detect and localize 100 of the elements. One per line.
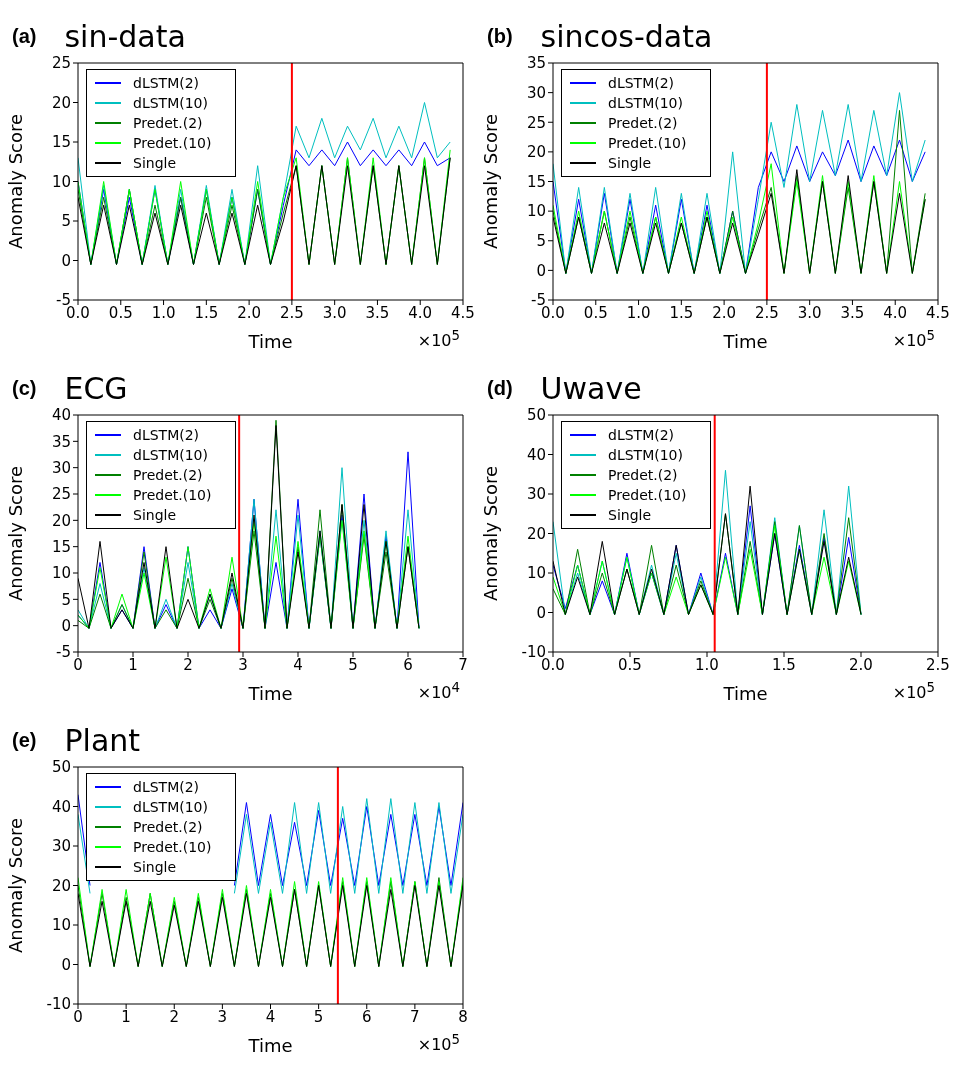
text: ×10$^{5}$ [892,328,935,351]
legend-label: dLSTM(2) [133,427,200,443]
x-tick-label: 0 [73,655,83,674]
y-tick-label: 20 [51,93,71,112]
x-tick-label: 3.5 [840,303,865,322]
legend-label: dLSTM(10) [133,799,208,815]
y-tick-label: 15 [51,537,71,556]
x-tick-label: 1 [128,655,138,674]
legend-label: dLSTM(2) [608,427,675,443]
x-tick-label: 4.0 [408,303,433,322]
y-axis-title: Anomaly Score [5,817,27,954]
chart-title: sin-data [64,19,186,54]
x-tick-label: 6 [403,655,413,674]
y-tick-label: -10 [46,995,71,1014]
x-tick-label: 8 [458,1007,468,1026]
y-tick-label: 20 [51,876,71,895]
x-tick-label: 3.5 [365,303,390,322]
legend-label: Single [608,507,652,523]
x-tick-label: 4.5 [451,303,475,322]
chart-title: sincos-data [540,19,713,54]
y-tick-label: 50 [526,406,546,425]
y-tick-label: 20 [526,143,546,162]
text: ×10$^{4}$ [417,680,460,703]
x-axis-title: Time [247,1035,293,1056]
x-tick-label: 4 [265,1007,276,1026]
x-tick-label: 2.5 [754,303,779,322]
x-axis-title: Time [247,331,293,352]
text: (a) [12,25,37,48]
legend-label: dLSTM(10) [133,447,208,463]
y-tick-label: 30 [526,83,546,102]
legend-label: Predet.(2) [608,467,678,483]
text: (d) [487,377,513,400]
y-tick-label: 30 [51,837,71,856]
y-axis-title: Anomaly Score [480,465,502,602]
y-tick-label: 35 [526,54,546,73]
x-axis-title: Time [722,331,768,352]
legend-label: Single [608,155,652,171]
y-tick-label: 5 [536,232,546,251]
chart-title: Uwave [540,371,642,406]
y-tick-label: 5 [61,212,71,231]
text: ×10$^{5}$ [892,680,935,703]
y-tick-label: 0 [61,955,71,974]
x-tick-label: 0.5 [108,303,133,322]
legend-label: dLSTM(2) [133,75,200,91]
y-tick-label: 5 [61,590,71,609]
x-tick-label: 2 [169,1007,180,1026]
y-tick-label: 25 [526,113,546,132]
y-tick-label: 25 [51,485,71,504]
legend-label: dLSTM(2) [133,779,200,795]
x-tick-label: 1.0 [626,303,651,322]
text: (b) [487,25,513,48]
y-tick-label: 30 [526,485,546,504]
x-axis-title: Time [247,683,293,704]
x-tick-label: 6 [361,1007,372,1026]
y-tick-label: 10 [526,202,546,221]
x-tick-label: 1.5 [772,655,796,674]
text: (e) [12,729,37,752]
legend-label: Predet.(10) [608,487,687,503]
x-tick-label: 1.5 [669,303,694,322]
y-tick-label: 40 [526,445,546,464]
x-tick-label: 3.0 [322,303,347,322]
y-tick-label: 15 [526,172,546,191]
y-tick-label: -5 [56,643,71,662]
y-tick-label: 20 [526,524,546,543]
x-tick-label: 4.5 [926,303,950,322]
y-tick-label: 0 [536,603,546,622]
x-tick-label: 3 [217,1007,228,1026]
y-tick-label: 10 [526,564,546,583]
x-tick-label: 1 [121,1007,131,1026]
y-tick-label: 15 [51,133,71,152]
y-tick-label: 10 [51,564,71,583]
x-tick-label: 2.0 [712,303,737,322]
legend-label: Predet.(10) [133,839,212,855]
x-tick-label: 4.0 [883,303,908,322]
legend-label: Predet.(10) [133,487,212,503]
legend-label: Predet.(10) [608,135,687,151]
x-tick-label: 5 [348,655,358,674]
legend-label: dLSTM(10) [133,95,208,111]
x-tick-label: 1.0 [151,303,176,322]
y-tick-label: 0 [536,261,546,280]
x-tick-label: 2.0 [849,655,873,674]
text: (c) [12,377,37,400]
legend-label: Single [133,507,177,523]
legend-label: dLSTM(10) [608,95,683,111]
legend-label: dLSTM(2) [608,75,675,91]
legend-label: Predet.(2) [133,115,203,131]
x-axis-title: Time [722,683,768,704]
x-tick-label: 5 [313,1007,324,1026]
y-tick-label: 10 [51,172,71,191]
y-tick-label: 30 [51,458,71,477]
x-tick-label: 2.5 [279,303,304,322]
x-tick-label: 0.5 [583,303,608,322]
text: ×10$^{5}$ [417,328,460,351]
legend-label: Predet.(2) [608,115,678,131]
legend-label: Predet.(10) [133,135,212,151]
x-tick-label: 4 [293,655,303,674]
x-tick-label: 1.5 [194,303,219,322]
y-tick-label: 40 [51,406,71,425]
x-tick-label: 7 [458,655,468,674]
y-tick-label: 0 [61,251,71,270]
